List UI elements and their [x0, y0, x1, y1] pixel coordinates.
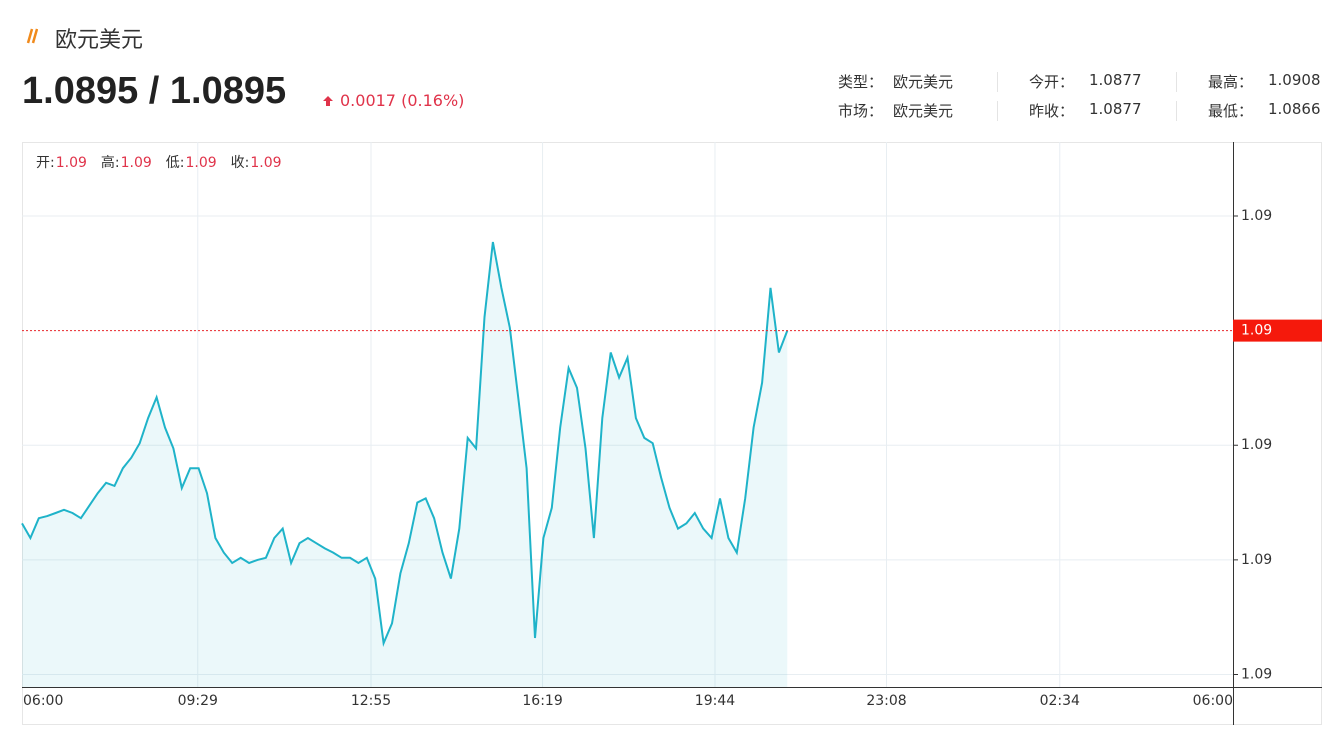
current-price-label: 1.09	[1241, 323, 1272, 339]
x-tick-label: 06:00	[1193, 693, 1233, 709]
y-tick-label: 1.09	[1241, 666, 1272, 682]
ohlc-value: 1.09	[56, 155, 87, 171]
x-tick-label: 12:55	[351, 693, 391, 709]
y-tick-label: 1.09	[1241, 208, 1272, 224]
area	[22, 242, 788, 687]
title: 欧元美元	[55, 28, 144, 53]
separator	[997, 101, 998, 121]
ohlc-label: 低:	[166, 155, 185, 171]
info-label: 类型：	[838, 73, 884, 91]
x-tick-label: 19:44	[695, 693, 735, 709]
y-tick-label: 1.09	[1241, 437, 1272, 453]
info-value: 1.0866	[1268, 100, 1321, 118]
ohlc-label: 高:	[101, 154, 120, 171]
info-value: 1.0877	[1089, 100, 1142, 118]
separator	[1176, 101, 1177, 121]
x-tick-label: 02:34	[1040, 693, 1080, 709]
price-line	[21, 241, 789, 647]
ohlc-value: 1.09	[121, 155, 152, 171]
ohlc-label: 收:	[231, 155, 250, 171]
current-price-box	[1233, 319, 1322, 342]
x-tick-label: 06:00	[23, 693, 63, 709]
info-value: 欧元美元	[893, 73, 954, 91]
x-tick-label: 09:29	[178, 693, 218, 709]
ohlc-value: 1.09	[250, 155, 281, 171]
info-label: 昨收：	[1029, 102, 1075, 120]
info-value: 欧元美元	[893, 102, 954, 120]
separator	[997, 72, 998, 92]
info-label: 最高：	[1208, 73, 1254, 91]
info-value: 1.0908	[1268, 71, 1321, 89]
y-tick-label: 1.09	[1241, 552, 1272, 568]
ohlc-label: 开:	[36, 155, 55, 171]
info-label: 最低：	[1208, 102, 1254, 120]
change: 0.0017 (0.16%)	[340, 91, 465, 110]
separator	[1176, 72, 1177, 92]
up-arrow	[323, 96, 333, 106]
x-tick-label: 16:19	[522, 693, 562, 709]
price: 1.0895 / 1.0895	[22, 70, 287, 112]
info-value: 1.0877	[1089, 71, 1142, 89]
info-label: 今开：	[1029, 73, 1075, 91]
chart-frame	[22, 142, 1322, 725]
info-label: 市场：	[838, 102, 884, 120]
x-tick-label: 23:08	[866, 693, 906, 709]
title-icon	[26, 28, 38, 44]
ohlc-value: 1.09	[186, 155, 217, 171]
